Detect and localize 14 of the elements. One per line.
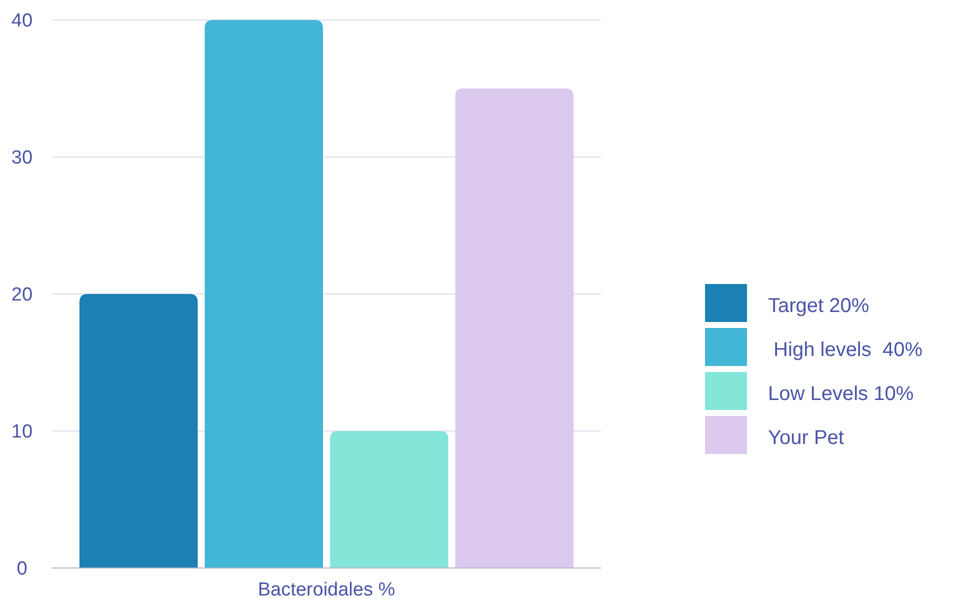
y-tick-label: 30	[11, 148, 33, 169]
y-tick-label: 20	[11, 284, 33, 306]
bar	[79, 294, 198, 568]
bar	[455, 88, 574, 568]
y-tick-label: 0	[16, 558, 28, 580]
x-tick-label: Bacteroidales %	[258, 580, 396, 599]
y-tick-label: 10	[11, 422, 33, 443]
legend-label: Target 20%	[768, 295, 870, 317]
legend-label: Your Pet	[768, 427, 844, 449]
bar	[330, 431, 448, 568]
bar	[204, 20, 323, 568]
legend-label: Low Levels 10%	[768, 383, 914, 405]
legend-label: High levels 40%	[768, 339, 923, 361]
y-tick-label: 40	[11, 10, 33, 32]
